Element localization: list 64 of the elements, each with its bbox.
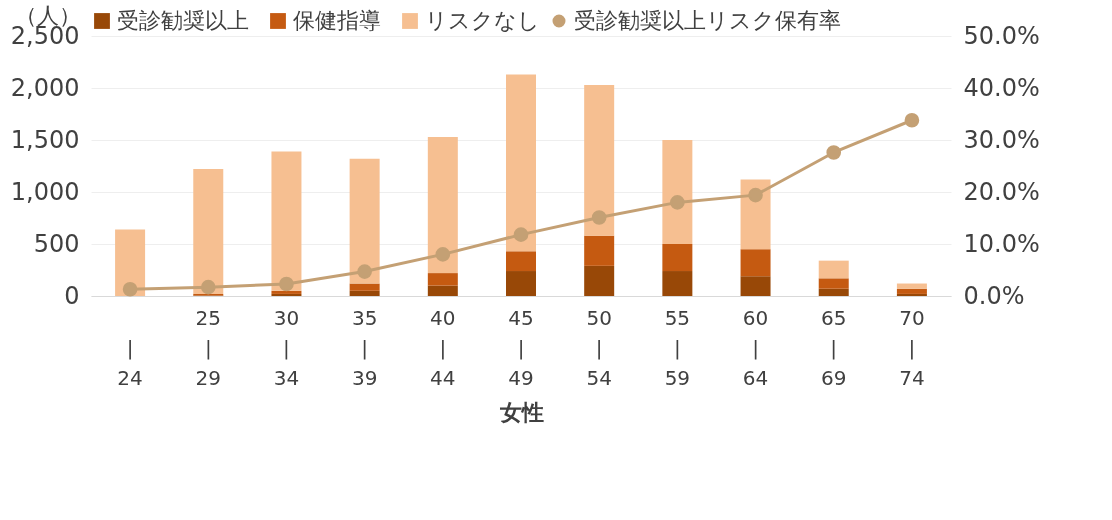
y2-tick-label: 40.0% bbox=[963, 73, 1040, 102]
bar bbox=[896, 293, 927, 296]
bar bbox=[818, 288, 849, 296]
y-tick-label: 0 bbox=[64, 281, 80, 310]
bar bbox=[427, 136, 458, 274]
point bbox=[279, 276, 294, 292]
x-tick-label: 35 | 39 bbox=[351, 305, 378, 390]
bar bbox=[349, 283, 380, 291]
point bbox=[200, 279, 216, 295]
y2-tick-label: 50.0% bbox=[963, 21, 1040, 50]
x-axis-title: 女性 bbox=[498, 399, 544, 425]
bar bbox=[349, 158, 380, 284]
bar bbox=[818, 278, 849, 289]
legend-label: リスクなし bbox=[425, 8, 540, 33]
point bbox=[591, 210, 607, 225]
x-tick-label: 50 | 54 bbox=[586, 305, 612, 390]
bar bbox=[740, 249, 771, 277]
legend-label: 受診勧奨以上 bbox=[117, 8, 249, 33]
x-tick-label: 30 | 34 bbox=[273, 305, 300, 390]
bar bbox=[271, 151, 302, 291]
bar bbox=[662, 140, 693, 244]
point bbox=[826, 145, 842, 160]
bar bbox=[662, 244, 693, 272]
x-tick-label: 65 | 69 bbox=[821, 305, 847, 390]
bar bbox=[584, 84, 615, 236]
y2-tick-label: 0.0% bbox=[963, 281, 1025, 310]
point bbox=[670, 195, 685, 210]
bar bbox=[896, 283, 927, 289]
point bbox=[513, 227, 529, 242]
bar bbox=[349, 290, 380, 296]
x-tick-label: 45 | 49 bbox=[508, 305, 534, 390]
bar bbox=[506, 251, 536, 272]
x-tick-label: 40 | 44 bbox=[430, 305, 456, 390]
point bbox=[904, 112, 920, 128]
bar bbox=[506, 74, 536, 252]
legend-label: 保健指導 bbox=[293, 8, 381, 33]
y2-tick-label: 10.0% bbox=[963, 229, 1040, 258]
bar bbox=[506, 271, 536, 296]
x-tick-label: 60 | 64 bbox=[742, 305, 769, 390]
x-tick-label: 25 | 29 bbox=[195, 305, 221, 390]
x-tick-label: 55 | 59 bbox=[664, 305, 691, 390]
y-tick-label: 1,000 bbox=[10, 177, 80, 206]
bar bbox=[427, 273, 458, 286]
bar bbox=[193, 169, 224, 294]
legend-label: 受診勧奨以上リスク保有率 bbox=[574, 8, 841, 33]
y2-tick-label: 20.0% bbox=[963, 177, 1040, 206]
bar bbox=[115, 229, 146, 296]
point bbox=[435, 247, 451, 262]
y-tick-label: 1,500 bbox=[10, 125, 80, 154]
bar bbox=[896, 288, 927, 294]
bar bbox=[818, 260, 849, 279]
y-tick-label: 2,000 bbox=[10, 73, 80, 102]
point bbox=[122, 281, 138, 297]
point bbox=[357, 264, 372, 279]
point bbox=[748, 187, 763, 203]
bar bbox=[584, 265, 615, 296]
bar bbox=[740, 276, 771, 296]
x-tick-label: | 24 bbox=[117, 335, 143, 390]
y-tick-label: 500 bbox=[33, 229, 80, 258]
bar bbox=[662, 271, 693, 296]
bar bbox=[427, 285, 458, 296]
bar bbox=[584, 235, 615, 266]
y2-tick-label: 30.0% bbox=[963, 125, 1040, 154]
x-tick-label: 70 | 74 bbox=[899, 305, 925, 390]
